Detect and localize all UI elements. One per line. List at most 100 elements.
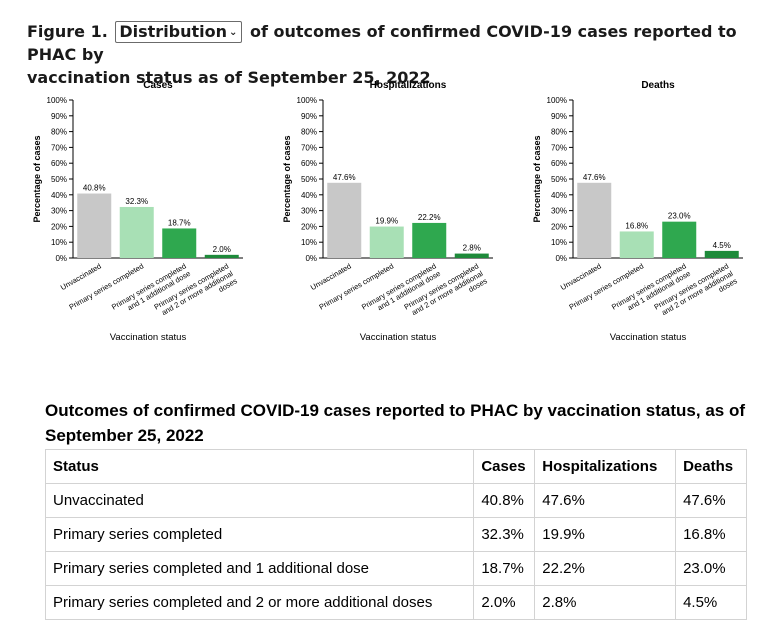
y-tick-label: 0% [55, 254, 67, 263]
bar-3 [412, 222, 447, 258]
deaths-chart: Deaths 0% 10% 20% 30% 40% 50% 60% 70% 80% 90% 100% P… [532, 80, 743, 343]
y-tick-label: 0% [305, 254, 317, 263]
bar-4 [204, 254, 239, 258]
y-axis-label: Percentage of cases [532, 135, 542, 222]
bar-3 [162, 228, 197, 258]
cases-chart: Cases 0% 10% 20% 30% 40% 50% 60% 70% 80% 90% 100% Pe… [32, 80, 243, 343]
header-deaths: Deaths [675, 449, 747, 484]
y-tick-label: 40% [551, 191, 567, 200]
figure-prefix: Figure 1. [27, 22, 108, 41]
chart-title: Deaths [641, 80, 675, 91]
table-row: Primary series completed 32.3% 19.9% 16.… [44, 517, 747, 552]
figure-title-line-2: vaccination status as of September 25, 2… [27, 68, 431, 87]
table-row: Primary series completed and 2 or more a… [44, 585, 747, 620]
y-tick-label: 70% [301, 143, 317, 152]
cell-status: Primary series completed [44, 517, 475, 552]
cell-status: Primary series completed and 1 additiona… [44, 551, 475, 586]
cell-hospitalizations: 19.9% [534, 517, 677, 552]
data-label: 32.3% [125, 197, 148, 206]
bar-4 [704, 250, 739, 258]
cell-deaths: 23.0% [675, 551, 747, 586]
cell-cases: 40.8% [473, 483, 536, 518]
header-hospitalizations: Hospitalizations [534, 449, 677, 484]
cell-hospitalizations: 2.8% [534, 585, 677, 620]
data-label: 47.6% [583, 173, 606, 182]
bar-4 [454, 253, 489, 258]
outcomes-table: Status Cases Hospitalizations Deaths Unv… [44, 449, 747, 620]
y-axis-label: Percentage of cases [282, 135, 292, 222]
y-tick-label: 10% [551, 238, 567, 247]
data-label: 23.0% [668, 212, 691, 221]
cell-hospitalizations: 47.6% [534, 483, 677, 518]
cell-hospitalizations: 22.2% [534, 551, 677, 586]
figure-title-text-1: of outcomes of confirmed COVID-19 cases … [27, 22, 737, 64]
y-tick-label: 50% [551, 175, 567, 184]
chevron-down-icon: ⌄ [229, 27, 238, 38]
x-axis-label: Vaccination status [610, 332, 687, 343]
bar-3 [662, 221, 697, 258]
y-tick-label: 100% [297, 96, 317, 105]
y-tick-label: 10% [301, 238, 317, 247]
distribution-dropdown[interactable]: Distribution ⌄ [115, 21, 243, 43]
y-tick-label: 20% [301, 222, 317, 231]
chart-title: Hospitalizations [370, 80, 447, 91]
y-tick-label: 10% [51, 238, 67, 247]
cell-status: Primary series completed and 2 or more a… [44, 585, 475, 620]
y-tick-label: 80% [301, 128, 317, 137]
y-tick-label: 100% [47, 96, 67, 105]
cell-cases: 32.3% [473, 517, 536, 552]
cell-cases: 18.7% [473, 551, 536, 586]
data-label: 40.8% [83, 184, 106, 193]
y-tick-label: 30% [51, 207, 67, 216]
header-status: Status [44, 449, 475, 484]
y-tick-label: 0% [555, 254, 567, 263]
y-tick-label: 60% [301, 159, 317, 168]
cell-deaths: 4.5% [675, 585, 747, 620]
bar-1 [327, 182, 362, 258]
y-tick-label: 40% [301, 191, 317, 200]
hospitalizations-chart: Hospitalizations 0% 10% 20% 30% 40% 50% 60% 70% 8… [282, 80, 493, 343]
y-tick-label: 80% [51, 128, 67, 137]
bar-2 [369, 226, 404, 258]
y-tick-label: 20% [551, 222, 567, 231]
y-tick-label: 70% [551, 143, 567, 152]
y-tick-label: 100% [547, 96, 567, 105]
table-header-row: Status Cases Hospitalizations Deaths [44, 449, 747, 484]
y-axis-label: Percentage of cases [32, 135, 42, 222]
table-title: Outcomes of confirmed COVID-19 cases rep… [45, 401, 746, 445]
data-label: 4.5% [713, 241, 731, 250]
y-tick-label: 30% [551, 207, 567, 216]
dropdown-value: Distribution [119, 22, 228, 41]
chart-title: Cases [143, 80, 173, 91]
cell-deaths: 47.6% [675, 483, 747, 518]
cell-status: Unvaccinated [44, 483, 475, 518]
y-tick-label: 70% [51, 143, 67, 152]
y-tick-label: 30% [301, 207, 317, 216]
header-cases: Cases [473, 449, 536, 484]
data-label: 19.9% [375, 217, 398, 226]
cell-deaths: 16.8% [675, 517, 747, 552]
x-axis-label: Vaccination status [110, 332, 187, 343]
y-tick-label: 90% [551, 112, 567, 121]
data-label: 47.6% [333, 173, 356, 182]
bar-1 [577, 182, 612, 258]
x-axis-label: Vaccination status [360, 332, 437, 343]
y-tick-label: 90% [301, 112, 317, 121]
y-tick-label: 60% [551, 159, 567, 168]
y-tick-label: 60% [51, 159, 67, 168]
table-row: Unvaccinated 40.8% 47.6% 47.6% [44, 483, 747, 518]
y-tick-label: 50% [301, 175, 317, 184]
data-label: 18.7% [168, 218, 191, 227]
data-label: 2.8% [463, 244, 481, 253]
y-tick-label: 90% [51, 112, 67, 121]
bar-2 [619, 231, 654, 258]
y-tick-label: 80% [551, 128, 567, 137]
data-label: 16.8% [625, 221, 648, 230]
figure-title: Figure 1. Distribution ⌄ of outcomes of c… [27, 20, 747, 89]
bar-1 [77, 193, 112, 258]
y-tick-label: 20% [51, 222, 67, 231]
figure-title-line-1: Figure 1. Distribution ⌄ of outcomes of c… [27, 20, 747, 66]
cell-cases: 2.0% [473, 585, 536, 620]
y-tick-label: 50% [51, 175, 67, 184]
table-row: Primary series completed and 1 additiona… [44, 551, 747, 586]
